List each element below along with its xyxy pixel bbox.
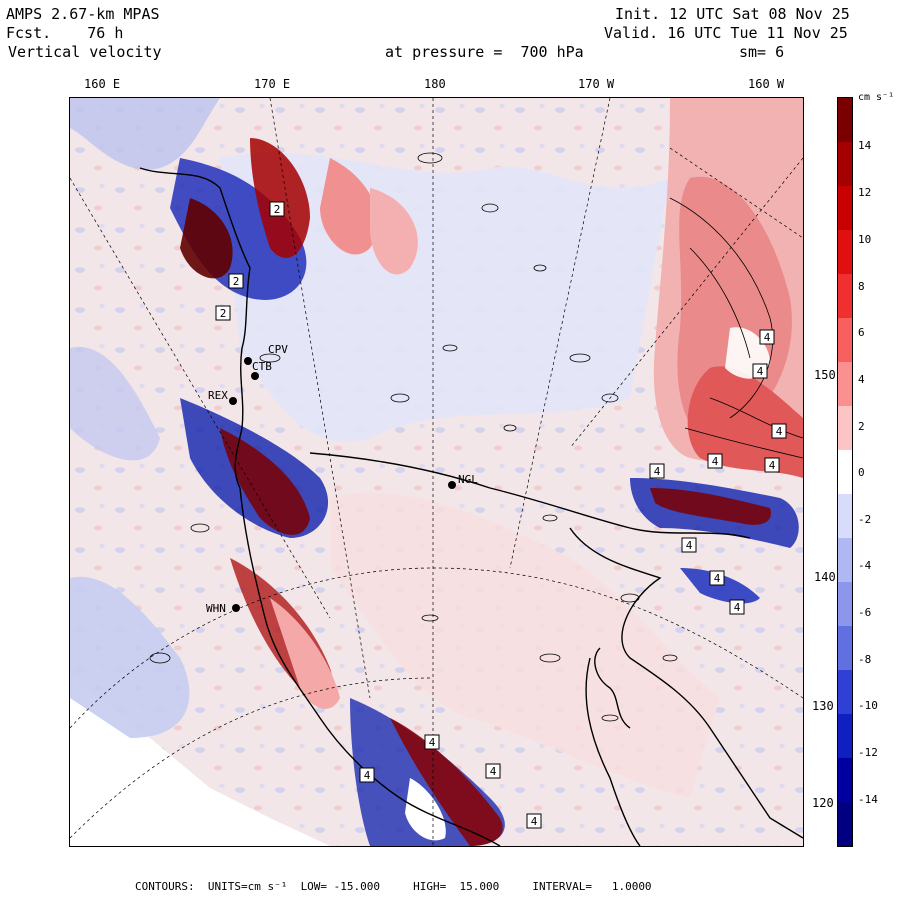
colorbar-swatch (838, 626, 852, 670)
box-label: 4 (759, 329, 775, 345)
station-dot-ngl (448, 481, 456, 489)
svg-text:4: 4 (364, 769, 371, 782)
colorbar-tick-label: 8 (858, 280, 865, 293)
box-label: 4 (729, 599, 745, 615)
box-label: 4 (707, 453, 723, 469)
colorbar-tick-label: 6 (858, 326, 865, 339)
station-dot-whn (232, 604, 240, 612)
colorbar-swatch (838, 98, 852, 142)
box-label: 4 (526, 813, 542, 829)
svg-text:4: 4 (429, 736, 436, 749)
svg-text:4: 4 (654, 465, 661, 478)
colorbar-swatch (838, 318, 852, 362)
svg-text:2: 2 (233, 275, 240, 288)
colorbar-swatch (838, 494, 852, 538)
colorbar-swatch (838, 406, 852, 450)
colorbar-tick-label: 0 (858, 466, 865, 479)
smoothing: sm= 6 (739, 43, 785, 61)
colorbar-swatch (838, 802, 852, 846)
station-label-rex: REX (208, 389, 228, 402)
svg-text:4: 4 (714, 572, 721, 585)
color-scale-bar (837, 97, 853, 847)
colorbar-tick-label: 10 (858, 233, 872, 246)
contour-lines (149, 152, 803, 722)
forecast-hour: Fcst. 76 h (6, 24, 124, 42)
colorbar-tick-label: -8 (858, 653, 872, 666)
box-label: 2 (228, 273, 244, 289)
station-label-ctb: CTB (252, 360, 272, 373)
colorbar-swatch (838, 758, 852, 802)
box-label: 4 (709, 570, 725, 586)
colorbar-tick-label: -6 (858, 606, 872, 619)
colorbar-tick-label: -14 (858, 793, 878, 806)
colorbar-swatch (838, 142, 852, 186)
lon-label-180: 180 (424, 77, 446, 91)
colorbar-swatch (838, 714, 852, 758)
vertical-velocity-map: CPV CTB REX NGL WHN 4 4 4 4 4 4 4 4 4 4 … (70, 98, 803, 846)
colorbar-tick-label: -4 (858, 559, 872, 572)
colorbar-tick-label: -2 (858, 513, 872, 526)
colorbar-swatch (838, 186, 852, 230)
map-panel: CPV CTB REX NGL WHN 4 4 4 4 4 4 4 4 4 4 … (69, 97, 804, 847)
colorbar-units: cm s⁻¹ (858, 92, 895, 103)
svg-text:4: 4 (531, 815, 538, 828)
station-markers (229, 357, 456, 612)
contour-info: CONTOURS: UNITS=cm s⁻¹ LOW= -15.000 HIGH… (135, 880, 652, 893)
svg-text:4: 4 (734, 601, 741, 614)
colorbar-tick-label: 4 (858, 373, 865, 386)
station-dot-ctb (251, 372, 259, 380)
svg-text:4: 4 (769, 459, 776, 472)
box-label: 2 (269, 201, 285, 217)
colorbar-tick-label: -12 (858, 746, 878, 759)
colorbar-swatch (838, 538, 852, 582)
colorbar-tick-label: 2 (858, 420, 865, 433)
box-label: 4 (681, 537, 697, 553)
colorbar-tick-label: 12 (858, 186, 872, 199)
colorbar-tick-label: 14 (858, 139, 872, 152)
colorbar-swatch (838, 450, 852, 494)
colorbar-swatch (838, 582, 852, 626)
colorbar-swatch (838, 274, 852, 318)
svg-text:4: 4 (776, 425, 783, 438)
svg-text:4: 4 (764, 331, 771, 344)
station-dot-cpv (244, 357, 252, 365)
box-label: 4 (752, 363, 768, 379)
colorbar-swatch (838, 230, 852, 274)
colorbar-swatch (838, 362, 852, 406)
box-label: 4 (764, 457, 780, 473)
station-label-cpv: CPV (268, 343, 288, 356)
valid-time: Valid. 16 UTC Tue 11 Nov 25 (604, 24, 848, 42)
off-domain-area (70, 673, 330, 846)
lon-label-160w: 160 W (748, 77, 785, 91)
svg-text:4: 4 (490, 765, 497, 778)
colorbar-swatch (838, 670, 852, 714)
svg-text:4: 4 (712, 455, 719, 468)
station-label-whn: WHN (206, 602, 226, 615)
box-label: 4 (771, 423, 787, 439)
model-title: AMPS 2.67-km MPAS (6, 5, 160, 23)
svg-text:2: 2 (220, 307, 227, 320)
colorbar-tick-label: -10 (858, 699, 878, 712)
coastline (139, 167, 803, 846)
box-label: 4 (649, 463, 665, 479)
box-label: 4 (485, 763, 501, 779)
lon-label-160e: 160 E (84, 77, 121, 91)
box-label: 4 (424, 734, 440, 750)
pressure-level: at pressure = 700 hPa (385, 43, 584, 61)
lon-label-170w: 170 W (578, 77, 615, 91)
station-dot-rex (229, 397, 237, 405)
lon-label-170e: 170 E (254, 77, 291, 91)
svg-text:2: 2 (274, 203, 281, 216)
box-label: 4 (359, 767, 375, 783)
station-label-ngl: NGL (458, 473, 478, 486)
field-name: Vertical velocity (8, 43, 162, 61)
svg-text:4: 4 (686, 539, 693, 552)
init-time: Init. 12 UTC Sat 08 Nov 25 (615, 5, 850, 23)
extrema-labels: 4 4 4 4 4 4 4 4 4 4 2 2 2 4 4 4 (215, 201, 787, 829)
svg-text:4: 4 (757, 365, 764, 378)
box-label: 2 (215, 305, 231, 321)
